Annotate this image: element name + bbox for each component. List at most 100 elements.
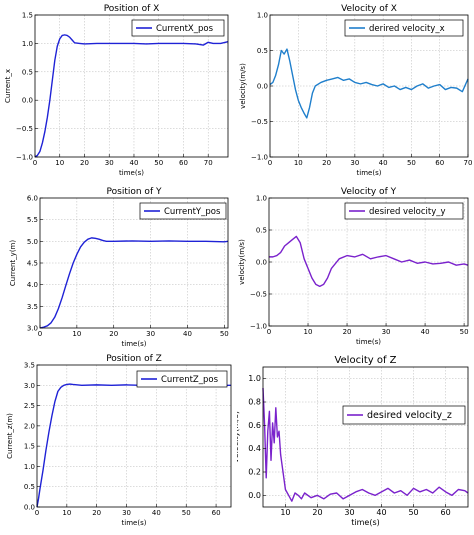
legend-label: desired velocity_y xyxy=(369,207,446,217)
y-tick-label: 0.5 xyxy=(24,483,35,491)
y-tick-label: 0.5 xyxy=(257,47,268,55)
y-axis-label: Current_x xyxy=(4,69,12,103)
x-tick-label: 30 xyxy=(350,159,359,167)
x-tick-label: 0 xyxy=(267,328,271,336)
y-tick-label: −1.0 xyxy=(16,154,33,162)
x-tick-label: 60 xyxy=(179,159,188,167)
y-tick-label: 6.0 xyxy=(27,195,38,203)
x-tick-label: 20 xyxy=(322,159,331,167)
legend-box xyxy=(344,202,464,220)
legend-box xyxy=(136,370,228,388)
x-tick-label: 20 xyxy=(343,328,352,336)
y-axis-label: velocity(m/s) xyxy=(239,63,247,109)
y-tick-label: 0.4 xyxy=(248,444,261,453)
y-axis-label: velocity(m/s) xyxy=(238,239,246,285)
chart-svg: 0 10 20 30 40 50 3.0 3.5 4.0 4.5 5.0 5.5 6.0 Position… xyxy=(9,187,229,348)
x-tick-label: 60 xyxy=(435,159,444,167)
y-tick-label: 3.5 xyxy=(27,303,38,311)
series-line-1 xyxy=(269,235,469,288)
legend-label: desired velocity_z xyxy=(367,410,452,421)
x-tick-label: 20 xyxy=(312,508,322,517)
x-tick-label: 0 xyxy=(35,509,39,517)
x-tick-label: 30 xyxy=(105,159,114,167)
y-tick-label: 1.0 xyxy=(256,195,267,203)
x-tick-label: 10 xyxy=(62,509,71,517)
chart-svg: 10 20 30 40 50 60 0.0 0.2 0.4 0.6 0.8 1.0 Velocity o… xyxy=(231,355,469,527)
y-tick-label: 0.0 xyxy=(248,491,261,500)
y-tick-label: 0.0 xyxy=(257,83,268,91)
y-tick-label: 1.0 xyxy=(22,40,33,48)
y-tick-label: 0.6 xyxy=(248,421,261,430)
legend: CurrentX_pos xyxy=(131,19,225,37)
chart-title: Velocity of Z xyxy=(334,355,396,366)
x-tick-label: 10 xyxy=(294,159,303,167)
x-tick-label: 50 xyxy=(407,159,416,167)
y-tick-label: 3.0 xyxy=(27,325,38,333)
x-axis-label: time(s) xyxy=(122,519,147,527)
y-axis-label: Current_y(m) xyxy=(9,240,17,286)
y-tick-label: 5.5 xyxy=(27,216,38,224)
y-axis-label: Current_z(m) xyxy=(6,413,14,459)
x-tick-label: 10 xyxy=(280,508,290,517)
y-tick-label: 1.0 xyxy=(257,12,268,20)
y-tick-label: 1.5 xyxy=(22,12,33,20)
x-tick-label: 70 xyxy=(204,159,213,167)
chart-title: Velocity of Y xyxy=(341,187,397,197)
plot-frame xyxy=(36,364,232,508)
x-tick-label: 10 xyxy=(304,328,313,336)
x-tick-label: 10 xyxy=(72,330,81,338)
x-tick-label: 40 xyxy=(376,508,386,517)
x-tick-label: 40 xyxy=(421,328,430,336)
series-line-1 xyxy=(36,383,231,508)
y-tick-label: 3.0 xyxy=(24,382,35,390)
legend-box xyxy=(139,202,227,220)
legend: desired velocity_z xyxy=(342,405,466,425)
x-tick-label: 30 xyxy=(344,508,354,517)
chart-panel-2: 0 10 20 30 40 50 60 70 −1.0 −0.5 0.0 0.5 1.0 Velocity… xyxy=(237,0,474,177)
x-tick-label: 20 xyxy=(92,509,101,517)
y-tick-label: 0.2 xyxy=(248,468,261,477)
x-tick-label: 40 xyxy=(152,509,161,517)
series-line-1 xyxy=(269,48,469,119)
x-axis-label: time(s) xyxy=(357,169,382,176)
chart-title: Position of Y xyxy=(107,187,162,197)
legend: derired velocity_x xyxy=(344,19,464,37)
y-tick-label: 0.8 xyxy=(248,398,261,407)
x-tick-label: 20 xyxy=(109,330,118,338)
chart-panel-5: 0 10 20 30 40 50 60 0.0 0.5 1.0 1.5 2.0 2.5 3.0 3.5 Pos… xyxy=(0,352,237,530)
y-tick-label: 2.0 xyxy=(24,422,35,430)
y-tick-label: 0.0 xyxy=(22,97,33,105)
x-tick-label: 50 xyxy=(220,330,229,338)
x-tick-label: 40 xyxy=(183,330,192,338)
x-axis-label: time(s) xyxy=(351,518,379,527)
y-tick-label: −0.5 xyxy=(251,118,268,126)
chart-title: Velocity of X xyxy=(341,4,397,14)
y-tick-label: 5.0 xyxy=(27,238,38,246)
chart-panel-3: 0 10 20 30 40 50 3.0 3.5 4.0 4.5 5.0 5.5 6.0 Position… xyxy=(0,176,237,352)
chart-panel-4: 0 10 20 30 40 50 −1.0 −0.5 0.0 0.5 1.0 Velocity of … xyxy=(237,176,474,352)
series-line-1 xyxy=(262,387,469,502)
x-tick-label: 50 xyxy=(408,508,418,517)
chart-svg: 0 10 20 30 40 50 −1.0 −0.5 0.0 0.5 1.0 Velocity of … xyxy=(238,187,469,346)
x-tick-label: 40 xyxy=(130,159,139,167)
x-tick-label: 20 xyxy=(80,159,89,167)
plot-frame xyxy=(34,14,229,158)
x-tick-label: 0 xyxy=(268,159,272,167)
chart-title: Position of X xyxy=(104,4,160,14)
y-tick-label: 1.0 xyxy=(248,374,261,383)
x-axis-label: time(s) xyxy=(356,338,381,346)
legend: desired velocity_y xyxy=(344,202,464,220)
chart-panel-1: 0 10 20 30 40 50 60 70 −1.0 −0.5 0.0 0.5 1.0 1.5 Posit… xyxy=(0,0,237,177)
chart-title: Position of Z xyxy=(106,354,162,364)
y-tick-label: −1.0 xyxy=(251,154,268,162)
y-tick-label: 0.5 xyxy=(256,227,267,235)
chart-svg: 0 10 20 30 40 50 60 0.0 0.5 1.0 1.5 2.0 2.5 3.0 3.5 Pos… xyxy=(6,354,232,527)
series-line-1 xyxy=(39,237,229,329)
y-tick-label: 4.5 xyxy=(27,260,38,268)
y-tick-label: 0.0 xyxy=(24,504,35,512)
y-axis-label: velocity(m/s) xyxy=(237,411,240,463)
y-tick-label: −0.5 xyxy=(250,291,267,299)
x-tick-label: 50 xyxy=(460,328,469,336)
x-tick-label: 0 xyxy=(33,159,37,167)
x-tick-label: 50 xyxy=(182,509,191,517)
